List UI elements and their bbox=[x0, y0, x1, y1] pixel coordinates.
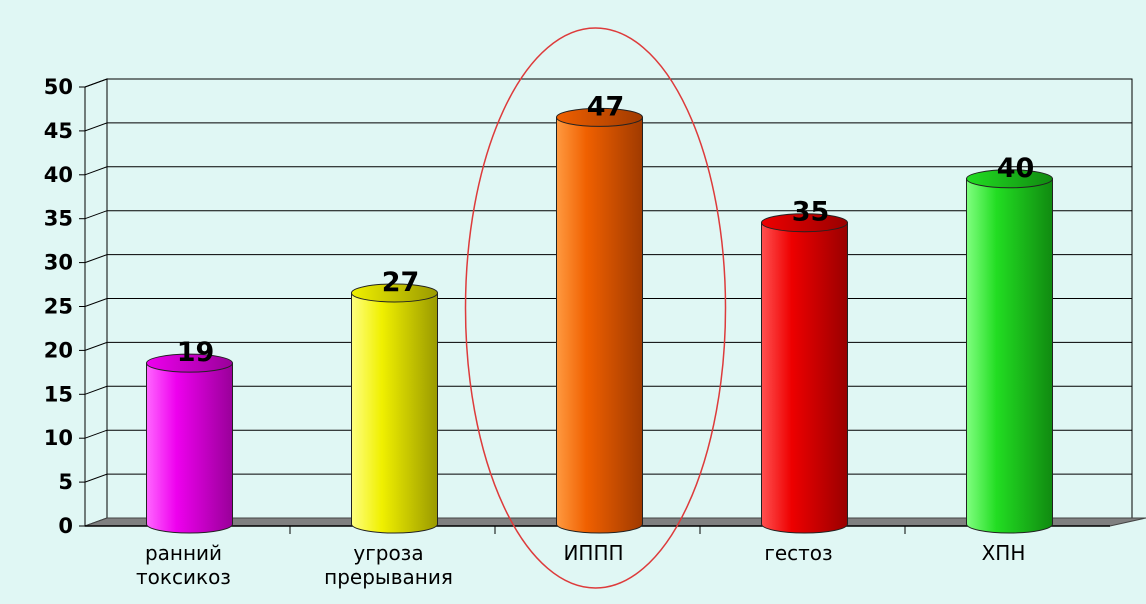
bar-body bbox=[556, 116, 643, 534]
data-label: 19 bbox=[177, 337, 215, 368]
y-tick-label: 20 bbox=[44, 338, 73, 362]
bar-top bbox=[966, 169, 1053, 189]
y-tick-label: 30 bbox=[44, 251, 73, 275]
gridline bbox=[84, 166, 1132, 176]
y-tick-label: 10 bbox=[44, 426, 73, 450]
x-tick-label: гестоз bbox=[764, 541, 832, 565]
gridline bbox=[84, 122, 1132, 132]
x-tick-label: угроза bbox=[353, 541, 423, 565]
y-tick-label: 35 bbox=[44, 207, 73, 231]
gridline bbox=[84, 78, 1132, 88]
data-label: 27 bbox=[382, 267, 420, 298]
y-tick-label: 15 bbox=[44, 382, 73, 406]
x-tick-label: ХПН bbox=[982, 541, 1026, 565]
bar-top bbox=[351, 283, 438, 303]
x-tick-label: ранний bbox=[145, 541, 222, 565]
highlight-ellipse bbox=[464, 27, 727, 589]
bar-body bbox=[351, 292, 438, 534]
y-tick-label: 5 bbox=[58, 470, 73, 494]
bar-body bbox=[761, 222, 848, 534]
bar-body bbox=[146, 362, 233, 534]
y-tick-label: 40 bbox=[44, 163, 73, 187]
bar-4 bbox=[966, 169, 1053, 534]
gridline bbox=[84, 210, 1132, 220]
bar-0 bbox=[146, 353, 233, 534]
y-tick-label: 45 bbox=[44, 119, 73, 143]
y-tick-label: 0 bbox=[58, 514, 73, 538]
y-tick-label: 50 bbox=[44, 75, 73, 99]
y-tick-label: 25 bbox=[44, 295, 73, 319]
x-tick-label: ИППП bbox=[563, 541, 623, 565]
x-tick-label: прерывания bbox=[324, 565, 453, 589]
bar-top bbox=[761, 213, 848, 233]
data-label: 47 bbox=[587, 91, 625, 122]
bar-top bbox=[556, 107, 643, 127]
bar-1 bbox=[351, 283, 438, 534]
data-label: 40 bbox=[997, 153, 1035, 184]
bar-2 bbox=[556, 107, 643, 534]
bar-body bbox=[966, 178, 1053, 534]
bar-top bbox=[146, 353, 233, 373]
bar-3 bbox=[761, 213, 848, 534]
x-tick-label: токсикоз bbox=[136, 565, 231, 589]
data-label: 35 bbox=[792, 197, 830, 228]
